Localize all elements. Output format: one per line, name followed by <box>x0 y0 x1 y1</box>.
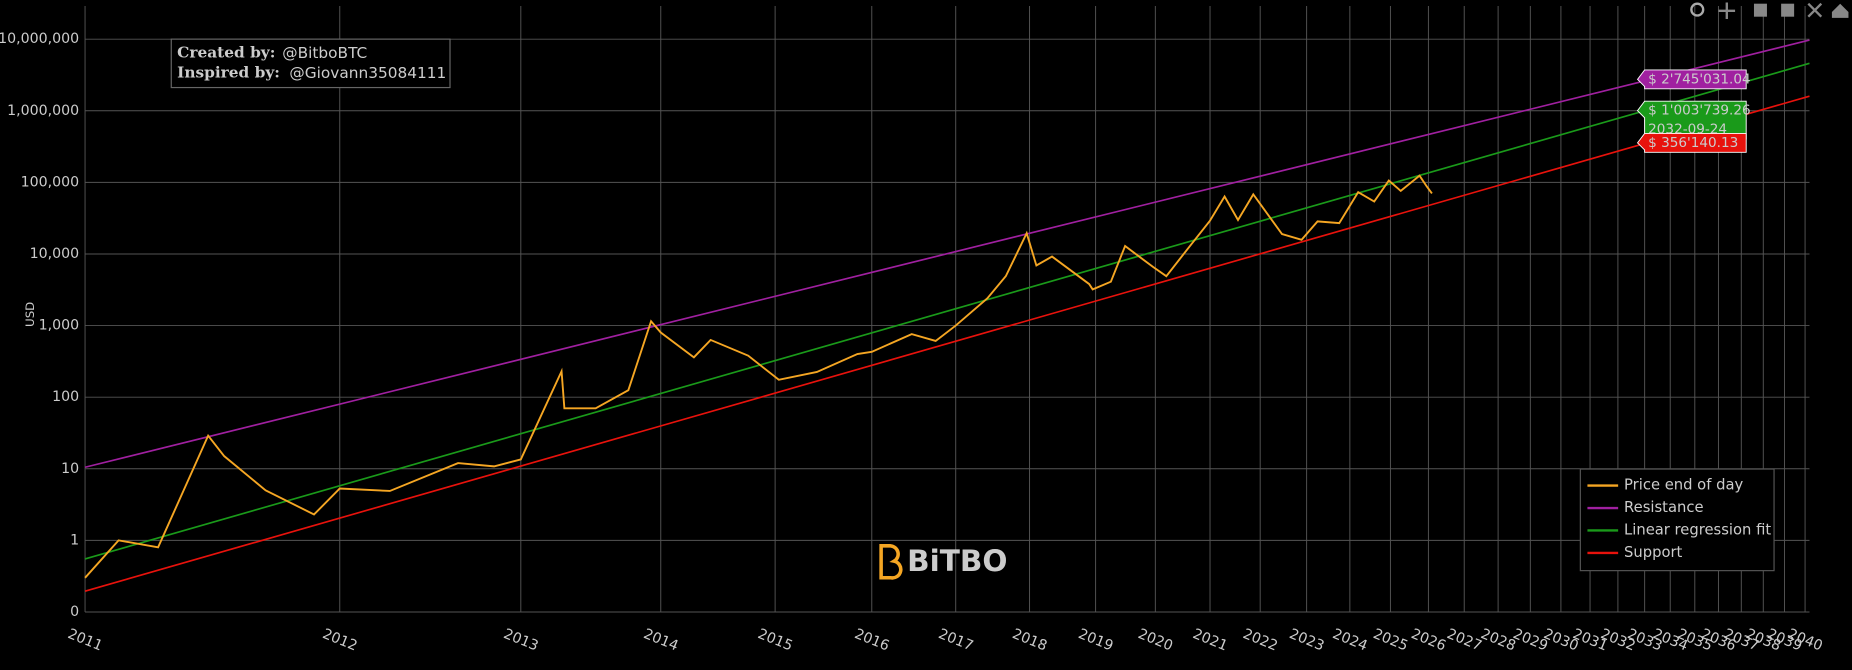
logo-icon <box>879 544 903 580</box>
hover-box <box>1636 69 1747 90</box>
y-tick-label: 10 <box>61 461 79 477</box>
y-axis-title: USD <box>23 302 37 327</box>
plot <box>84 39 1810 593</box>
series-line <box>84 174 1433 579</box>
credit-handle[interactable]: @Giovann35084111 <box>289 64 446 82</box>
hover-box <box>1636 132 1747 153</box>
y-tick-label: 10,000,000 <box>0 31 79 47</box>
hover-value: $ 2'745'031.04 <box>1648 71 1751 87</box>
y-tick-label: 100 <box>52 389 79 405</box>
zoom-out-button[interactable] <box>1781 3 1795 17</box>
y-tick-label: 1 <box>70 532 79 548</box>
legend-label: Price end of day <box>1624 477 1743 494</box>
y-tick-label: 1,000,000 <box>7 103 79 119</box>
toolbar <box>1690 2 1849 20</box>
series-line <box>84 39 1810 469</box>
legend-label: Linear regression fit <box>1624 521 1771 538</box>
legend-label: Resistance <box>1624 499 1703 516</box>
series-line <box>84 62 1810 560</box>
watermark: BiTBO <box>879 544 1007 580</box>
credit-handle[interactable]: @BitboBTC <box>282 44 367 62</box>
reset-button[interactable] <box>1831 3 1849 18</box>
credits-frame <box>170 38 451 89</box>
hover-value: $ 356'140.13 <box>1648 135 1738 151</box>
y-tick-label: 10,000 <box>30 246 80 262</box>
zoom-button[interactable] <box>1690 2 1705 17</box>
y-tick-label: 1,000 <box>39 318 80 334</box>
legend: Price end of day Resistance Linear regress… <box>1579 468 1775 572</box>
series-line <box>84 95 1810 593</box>
credit-label: Created by: <box>177 43 275 61</box>
zoom-in-button[interactable] <box>1753 3 1767 17</box>
logo-text: BiTBO <box>907 544 1007 578</box>
hover-labels: $ 2'745'031.04$ 1'003'739.262032-09-24$ … <box>1636 69 1751 153</box>
hover-value: $ 1'003'739.26 <box>1648 103 1751 119</box>
autoscale-button[interactable] <box>1807 2 1823 18</box>
legend-label: Support <box>1624 544 1683 561</box>
pan-button[interactable] <box>1718 2 1736 20</box>
credit-label: Inspired by: <box>177 63 280 81</box>
y-tick-label: 100,000 <box>21 174 80 190</box>
credits-box: Created by: @BitboBTC Inspired by: @Giov… <box>170 38 451 89</box>
y-tick-label: 0 <box>70 604 79 620</box>
